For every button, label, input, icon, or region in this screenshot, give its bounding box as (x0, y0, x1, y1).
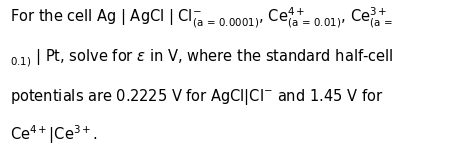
Text: For the cell Ag | AgCl | Cl$^{\mathregular{-}}_{\mathregular{(a\,=\,0.0001)}}$, : For the cell Ag | AgCl | Cl$^{\mathregul… (10, 6, 393, 30)
Text: Ce$^{\mathregular{4+}}$|Ce$^{\mathregular{3+}}$.: Ce$^{\mathregular{4+}}$|Ce$^{\mathregula… (10, 123, 98, 146)
Text: $\mathit{F}$ = 96,485 C mol$^{\mathregular{-1}}$: $\mathit{F}$ = 96,485 C mol$^{\mathregul… (10, 153, 154, 155)
Text: potentials are 0.2225 V for AgCl|Cl$^{\mathregular{-}}$ and 1.45 V for: potentials are 0.2225 V for AgCl|Cl$^{\m… (10, 87, 384, 107)
Text: $^{}_{\mathregular{0.1)}}$ | Pt, solve for $\varepsilon$ in V, where the standar: $^{}_{\mathregular{0.1)}}$ | Pt, solve f… (10, 47, 393, 69)
